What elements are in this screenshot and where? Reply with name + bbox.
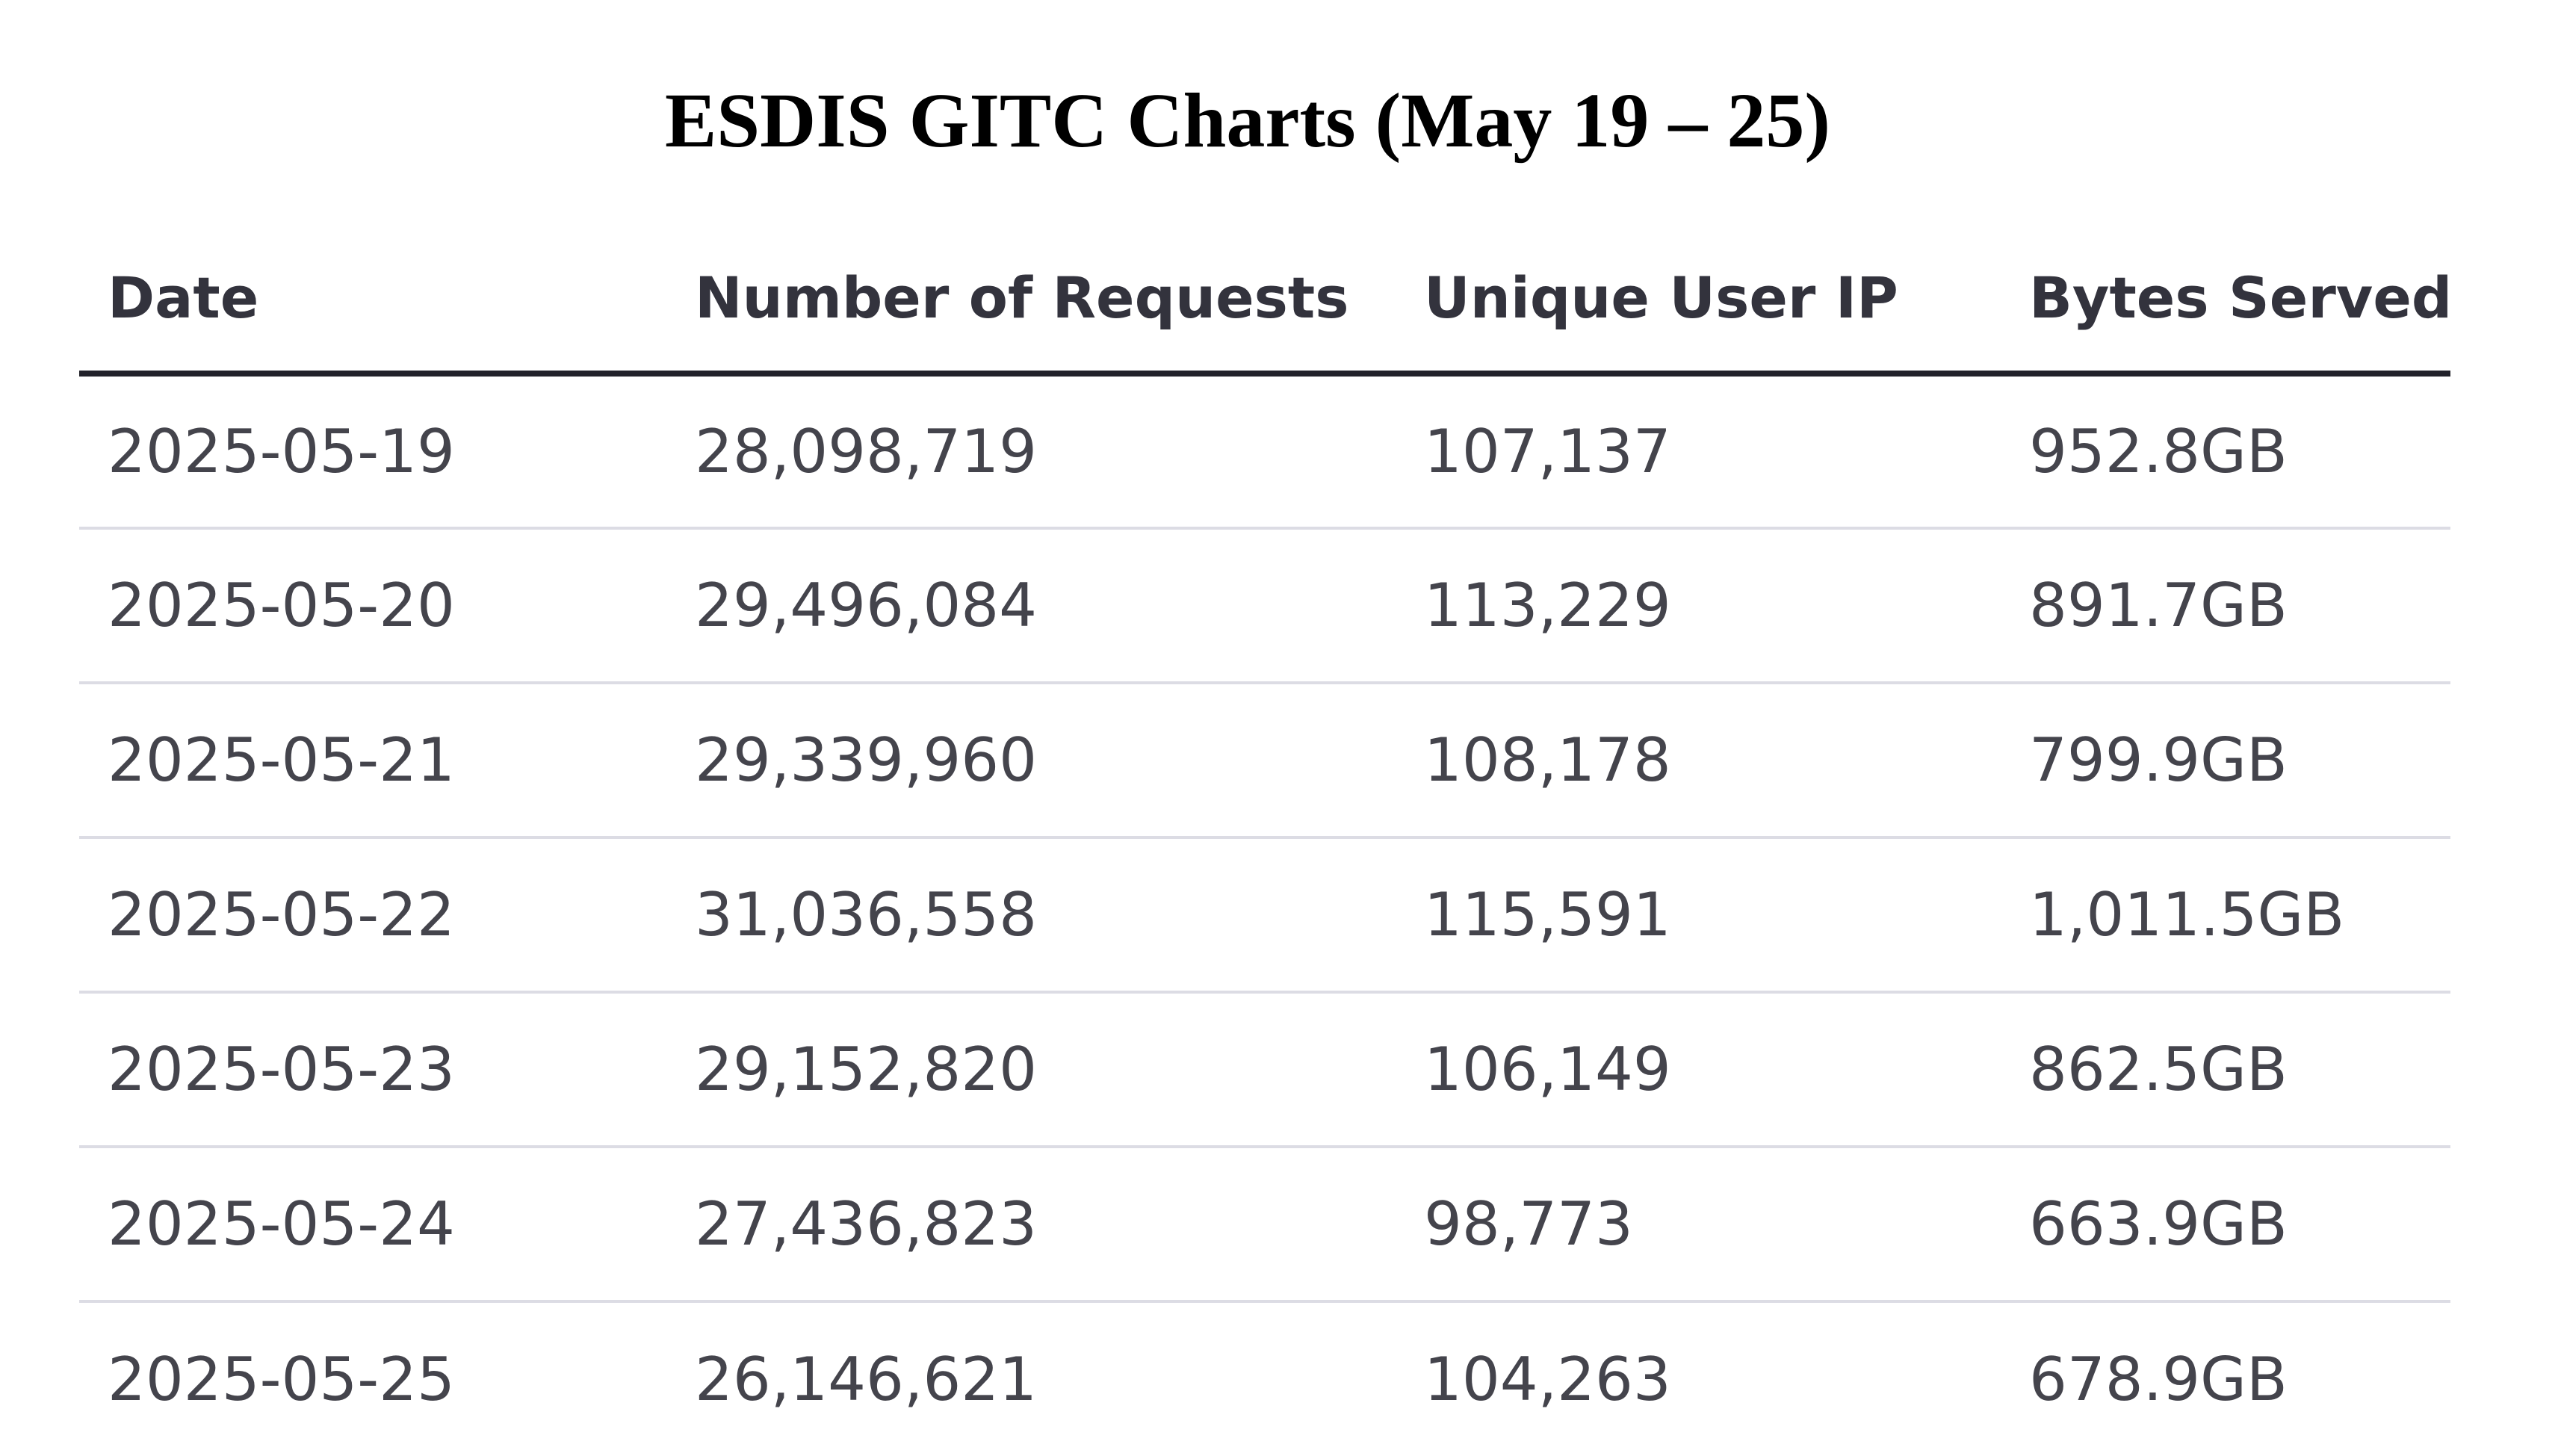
cell-bytes-served: 1,011.5GB bbox=[2001, 837, 2450, 994]
column-header-bytes-served: Bytes Served bbox=[2001, 224, 2452, 377]
cell-date: 2025-05-25 bbox=[108, 1345, 455, 1414]
cell-date: 2025-05-19 bbox=[79, 374, 666, 530]
cell-bytes-served: 862.5GB bbox=[2001, 992, 2450, 1148]
cell-requests: 28,098,719 bbox=[666, 374, 1396, 530]
table-row: 2025-05-19 28,098,719 107,137 952.8GB bbox=[79, 374, 2450, 530]
cell-date: 2025-05-22 bbox=[79, 837, 666, 994]
cell-unique-ip: 104,263 bbox=[1424, 1345, 1671, 1414]
cell-bytes-served: 891.7GB bbox=[2001, 528, 2450, 684]
page-title: ESDIS GITC Charts (May 19 – 25) bbox=[664, 78, 1831, 164]
cell-requests: 29,152,820 bbox=[666, 992, 1396, 1148]
cell-requests: 29,496,084 bbox=[666, 528, 1396, 684]
column-header-requests: Number of Requests bbox=[666, 224, 1396, 377]
table-row: 2025-05-22 31,036,558 115,591 1,011.5GB bbox=[79, 837, 2450, 994]
cell-requests: 26,146,621 bbox=[695, 1345, 1038, 1414]
cell-date: 2025-05-23 bbox=[79, 992, 666, 1148]
cell-requests: 29,339,960 bbox=[666, 683, 1396, 839]
table-row: 2025-05-20 29,496,084 113,229 891.7GB bbox=[79, 528, 2450, 684]
cell-unique-ip: 98,773 bbox=[1396, 1147, 2001, 1303]
cell-unique-ip: 113,229 bbox=[1396, 528, 2001, 684]
cell-bytes-served: 678.9GB bbox=[2029, 1345, 2288, 1414]
cell-bytes-served: 952.8GB bbox=[2001, 374, 2450, 530]
table-row: 2025-05-25 26,146,621 104,263 678.9GB bbox=[79, 1301, 2450, 1456]
table-row: 2025-05-23 29,152,820 106,149 862.5GB bbox=[79, 992, 2450, 1148]
cell-bytes-served: 799.9GB bbox=[2001, 683, 2450, 839]
cell-unique-ip: 108,178 bbox=[1396, 683, 2001, 839]
table-row: 2025-05-21 29,339,960 108,178 799.9GB bbox=[79, 683, 2450, 839]
cell-date: 2025-05-24 bbox=[79, 1147, 666, 1303]
column-header-date: Date bbox=[79, 224, 666, 377]
cell-unique-ip: 107,137 bbox=[1396, 374, 2001, 530]
cell-unique-ip: 115,591 bbox=[1396, 837, 2001, 994]
table-row: 2025-05-24 27,436,823 98,773 663.9GB bbox=[79, 1147, 2450, 1303]
cell-requests: 27,436,823 bbox=[666, 1147, 1396, 1303]
column-header-unique-ip: Unique User IP bbox=[1396, 224, 2001, 377]
cell-date: 2025-05-20 bbox=[79, 528, 666, 684]
cell-bytes-served: 663.9GB bbox=[2001, 1147, 2450, 1303]
stats-table: Date Number of Requests Unique User IP B… bbox=[79, 224, 2452, 1456]
cell-date: 2025-05-21 bbox=[79, 683, 666, 839]
cell-requests: 31,036,558 bbox=[666, 837, 1396, 994]
table-header-row: Date Number of Requests Unique User IP B… bbox=[79, 224, 2452, 377]
cell-unique-ip: 106,149 bbox=[1396, 992, 2001, 1148]
